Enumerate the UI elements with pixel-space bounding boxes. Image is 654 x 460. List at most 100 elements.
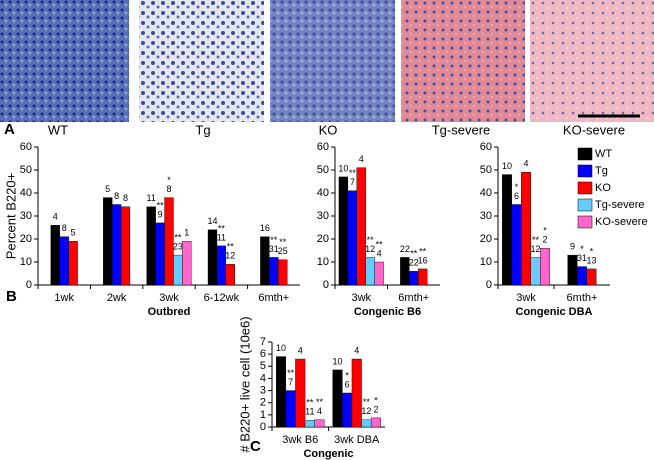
y-tick-label: 20 — [317, 233, 329, 245]
n-label: 11 — [147, 193, 156, 203]
image-label: KO — [319, 122, 338, 137]
n-label: 12 — [225, 251, 235, 261]
bar — [347, 190, 357, 286]
bar — [207, 229, 218, 286]
bar — [314, 419, 325, 428]
n-label: 6 — [345, 379, 350, 389]
n-label: 10 — [333, 356, 343, 366]
n-label: 13 — [587, 255, 597, 265]
bar — [304, 420, 315, 428]
bar — [502, 174, 512, 286]
significance: ** — [410, 249, 418, 259]
image-label: WT — [48, 122, 68, 137]
x-tick-label: 3wk — [159, 292, 179, 304]
n-label: 10 — [502, 161, 512, 171]
bar — [50, 224, 60, 286]
legend-label: KO-severe — [595, 216, 648, 228]
y-tick-label: 5 — [260, 360, 266, 372]
y-tick-label: 60 — [480, 141, 492, 153]
bar — [155, 222, 165, 286]
significance: ** — [218, 223, 226, 233]
y-tick-label: 30 — [317, 210, 329, 222]
y-tick-label: 6 — [260, 348, 266, 360]
histology-images — [0, 0, 654, 122]
significance: * — [167, 175, 171, 185]
n-label: 23 — [173, 241, 183, 251]
panel-letter: A — [4, 121, 15, 138]
y-axis-label: # B220+ live cell (10e6) — [237, 316, 252, 452]
bar — [342, 392, 353, 428]
x-tick-label: 3wk — [351, 292, 371, 304]
significance: * — [543, 226, 547, 236]
y-tick-label: 40 — [480, 187, 492, 199]
image-ko-severe — [530, 0, 654, 122]
bar — [225, 264, 235, 286]
significance: ** — [419, 246, 427, 256]
n-label: 12 — [531, 244, 541, 254]
y-tick-label: 50 — [480, 164, 492, 176]
n-label: 16 — [418, 255, 428, 265]
n-label: 25 — [278, 246, 288, 256]
x-tick-label: 2wk — [107, 292, 127, 304]
bar — [586, 268, 597, 286]
y-tick-label: 2 — [260, 397, 266, 409]
n-label: 9 — [570, 241, 575, 251]
x-tick-label: 3wk B6 — [282, 434, 318, 446]
x-tick-label: 6mth+ — [398, 292, 429, 304]
significance: ** — [376, 239, 384, 249]
significance: ** — [287, 368, 295, 378]
n-label: 14 — [207, 216, 217, 226]
x-tick-label: 3wk DBA — [334, 434, 380, 446]
n-label: 8 — [166, 184, 171, 194]
y-tick-label: 30 — [20, 210, 32, 222]
n-label: 8 — [62, 223, 67, 233]
significance: * — [515, 182, 519, 192]
significance: ** — [316, 397, 324, 407]
bar — [567, 254, 578, 286]
legend-label: Tg — [595, 165, 608, 177]
n-label: 4 — [354, 345, 359, 355]
bar — [511, 204, 522, 286]
image-label: Tg-severe — [432, 122, 491, 137]
x-tick-label: 6-12wk — [204, 292, 240, 304]
image-label: Tg — [195, 122, 210, 137]
y-tick-label: 0 — [486, 279, 492, 291]
y-axis-label: Percent B220+ — [3, 173, 18, 259]
significance: * — [374, 395, 378, 405]
n-label: 4 — [523, 159, 528, 169]
bar — [530, 257, 541, 286]
n-label: 7 — [288, 377, 293, 387]
bar — [361, 419, 372, 428]
legend-swatch — [577, 215, 593, 229]
significance: ** — [157, 200, 165, 210]
n-label: 1 — [184, 228, 189, 238]
n-label: 5 — [105, 184, 110, 194]
n-label: 16 — [260, 223, 270, 233]
bar — [409, 271, 419, 286]
bar — [370, 417, 381, 428]
image-tg — [139, 0, 264, 122]
bar — [59, 236, 69, 286]
significance: ** — [363, 397, 371, 407]
y-tick-label: 60 — [20, 141, 32, 153]
bar — [356, 167, 366, 286]
y-tick-label: 10 — [480, 256, 492, 268]
bar — [365, 257, 375, 286]
n-label: 2 — [373, 404, 378, 414]
significance: ** — [174, 232, 182, 242]
image-wt — [0, 0, 129, 122]
n-label: 12 — [361, 406, 371, 416]
significance: * — [345, 370, 349, 380]
legend-label: KO — [595, 182, 611, 194]
n-label: 6 — [514, 191, 519, 201]
n-label: 4 — [298, 345, 303, 355]
bar — [351, 358, 362, 428]
y-tick-label: 7 — [260, 336, 266, 348]
x-axis-label: Congenic — [303, 448, 353, 460]
bar — [295, 358, 306, 428]
x-tick-label: 1wk — [54, 292, 74, 304]
y-tick-label: 0 — [26, 279, 32, 291]
x-tick-label: 6mth+ — [258, 292, 289, 304]
n-label: 22 — [409, 258, 419, 268]
legend-swatch — [577, 198, 593, 212]
